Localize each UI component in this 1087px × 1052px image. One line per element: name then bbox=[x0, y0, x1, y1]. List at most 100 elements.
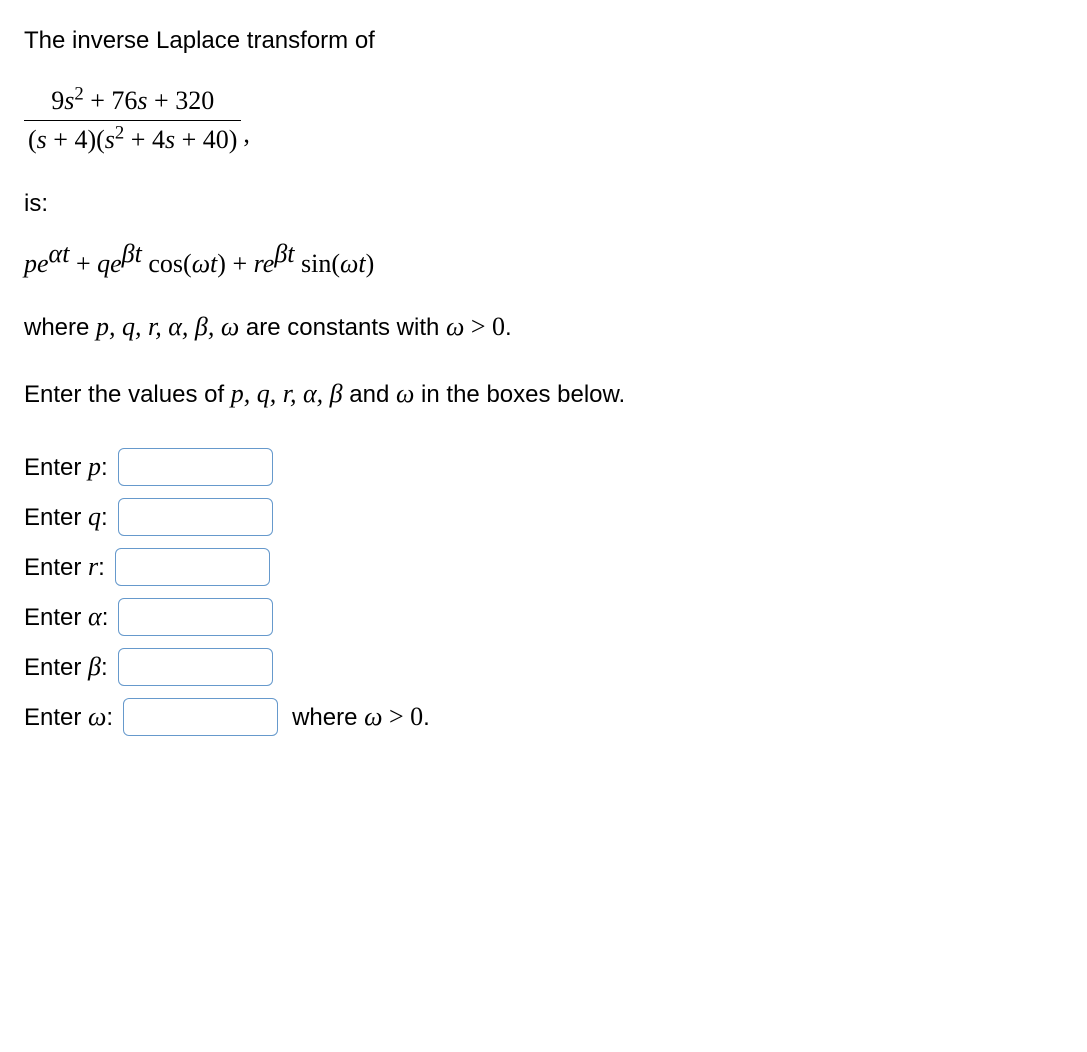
row-omega: Enter ω: where ω > 0. bbox=[24, 698, 1063, 736]
num-var2: s bbox=[137, 86, 147, 115]
f-open2: ( bbox=[331, 249, 340, 278]
f-plus2: + bbox=[226, 249, 254, 278]
input-q[interactable] bbox=[118, 498, 273, 536]
enter-values-line: Enter the values of p, q, r, α, β and ω … bbox=[24, 376, 1063, 412]
fraction-comma: , bbox=[243, 119, 250, 148]
den-plus1: + bbox=[47, 125, 75, 154]
f-close2: ) bbox=[366, 249, 375, 278]
row-beta: Enter β: bbox=[24, 648, 1063, 686]
label-r-prefix: Enter bbox=[24, 554, 88, 581]
f-r: r bbox=[254, 249, 263, 278]
input-omega[interactable] bbox=[123, 698, 278, 736]
omega-note-val: 0 bbox=[410, 702, 423, 731]
f-plus1: + bbox=[69, 249, 97, 278]
label-omega-colon: : bbox=[106, 704, 113, 731]
label-alpha: Enter α: bbox=[24, 602, 108, 632]
omega-note-op: > bbox=[382, 702, 410, 731]
f-omega2: ω bbox=[340, 249, 358, 278]
f-close1: ) bbox=[217, 249, 226, 278]
den-close2: ) bbox=[229, 125, 238, 154]
where-constants-line: where p, q, r, α, β, ω are constants wit… bbox=[24, 309, 1063, 345]
where-prefix: where bbox=[24, 314, 96, 341]
f-alpha: α bbox=[49, 239, 63, 268]
label-q-colon: : bbox=[101, 504, 108, 531]
den-close1: )( bbox=[87, 125, 104, 154]
den-plus2: + bbox=[124, 125, 152, 154]
num-coef2: 76 bbox=[111, 86, 137, 115]
formula: peαt + qeβt cos(ωt) + reβt sin(ωt) bbox=[24, 248, 1063, 279]
f-q: q bbox=[97, 249, 110, 278]
where-cond-var: ω bbox=[446, 312, 464, 341]
fraction: 9s2 + 76s + 320 (s + 4)(s2 + 4s + 40) bbox=[24, 86, 241, 155]
label-q-prefix: Enter bbox=[24, 504, 88, 531]
f-e3: e bbox=[263, 249, 275, 278]
ev-suffix: in the boxes below. bbox=[414, 381, 625, 408]
label-beta-prefix: Enter bbox=[24, 654, 88, 681]
omega-note-period: . bbox=[423, 704, 430, 731]
f-t2: t bbox=[135, 239, 142, 268]
where-cond-op: > bbox=[464, 312, 492, 341]
label-q: Enter q: bbox=[24, 502, 108, 532]
num-exp1: 2 bbox=[74, 83, 83, 104]
f-omega1: ω bbox=[192, 249, 210, 278]
den-open1: ( bbox=[28, 125, 37, 154]
den-coef3: 4 bbox=[152, 125, 165, 154]
label-alpha-colon: : bbox=[102, 604, 109, 631]
f-beta1: β bbox=[122, 239, 135, 268]
den-var3: s bbox=[165, 125, 175, 154]
label-beta-var: β bbox=[88, 652, 101, 681]
fraction-block: 9s2 + 76s + 320 (s + 4)(s2 + 4s + 40) , bbox=[24, 78, 1063, 179]
f-t5: t bbox=[358, 249, 365, 278]
f-open1: ( bbox=[183, 249, 192, 278]
intro-text: The inverse Laplace transform of bbox=[24, 24, 1063, 58]
omega-note-where: where bbox=[292, 704, 364, 731]
input-alpha[interactable] bbox=[118, 598, 273, 636]
f-cos: cos bbox=[142, 249, 183, 278]
label-alpha-prefix: Enter bbox=[24, 604, 88, 631]
den-plus3: + bbox=[175, 125, 203, 154]
ev-prefix: Enter the values of bbox=[24, 381, 231, 408]
label-r-colon: : bbox=[98, 554, 105, 581]
where-period: . bbox=[505, 314, 512, 341]
label-p-colon: : bbox=[101, 454, 108, 481]
f-t4: t bbox=[287, 239, 294, 268]
den-exp2: 2 bbox=[115, 122, 124, 143]
num-var1: s bbox=[64, 86, 74, 115]
row-r: Enter r: bbox=[24, 548, 1063, 586]
label-beta: Enter β: bbox=[24, 652, 108, 682]
den-const2: 40 bbox=[203, 125, 229, 154]
label-p-prefix: Enter bbox=[24, 454, 88, 481]
input-p[interactable] bbox=[118, 448, 273, 486]
f-e2: e bbox=[110, 249, 122, 278]
den-var1: s bbox=[37, 125, 47, 154]
label-r: Enter r: bbox=[24, 552, 105, 582]
f-sin: sin bbox=[295, 249, 332, 278]
ev-omega: ω bbox=[396, 379, 414, 408]
numerator: 9s2 + 76s + 320 bbox=[24, 86, 241, 121]
f-p: p bbox=[24, 249, 37, 278]
row-alpha: Enter α: bbox=[24, 598, 1063, 636]
num-coef1: 9 bbox=[51, 86, 64, 115]
denominator: (s + 4)(s2 + 4s + 40) bbox=[24, 121, 241, 155]
row-p: Enter p: bbox=[24, 448, 1063, 486]
label-alpha-var: α bbox=[88, 602, 102, 631]
input-beta[interactable] bbox=[118, 648, 273, 686]
label-p: Enter p: bbox=[24, 452, 108, 482]
label-beta-colon: : bbox=[101, 654, 108, 681]
num-const: 320 bbox=[175, 86, 214, 115]
label-omega-var: ω bbox=[88, 702, 106, 731]
label-omega: Enter ω: bbox=[24, 702, 113, 732]
label-p-var: p bbox=[88, 452, 101, 481]
label-r-var: r bbox=[88, 552, 98, 581]
input-r[interactable] bbox=[115, 548, 270, 586]
where-vars: p, q, r, α, β, ω bbox=[96, 312, 239, 341]
label-omega-prefix: Enter bbox=[24, 704, 88, 731]
num-plus2: + bbox=[148, 86, 176, 115]
omega-note: where ω > 0. bbox=[292, 702, 430, 732]
f-beta2: β bbox=[274, 239, 287, 268]
omega-note-var: ω bbox=[364, 702, 382, 731]
where-mid: are constants with bbox=[239, 314, 446, 341]
where-cond-val: 0 bbox=[492, 312, 505, 341]
ev-vars: p, q, r, α, β bbox=[231, 379, 343, 408]
f-e1: e bbox=[37, 249, 49, 278]
